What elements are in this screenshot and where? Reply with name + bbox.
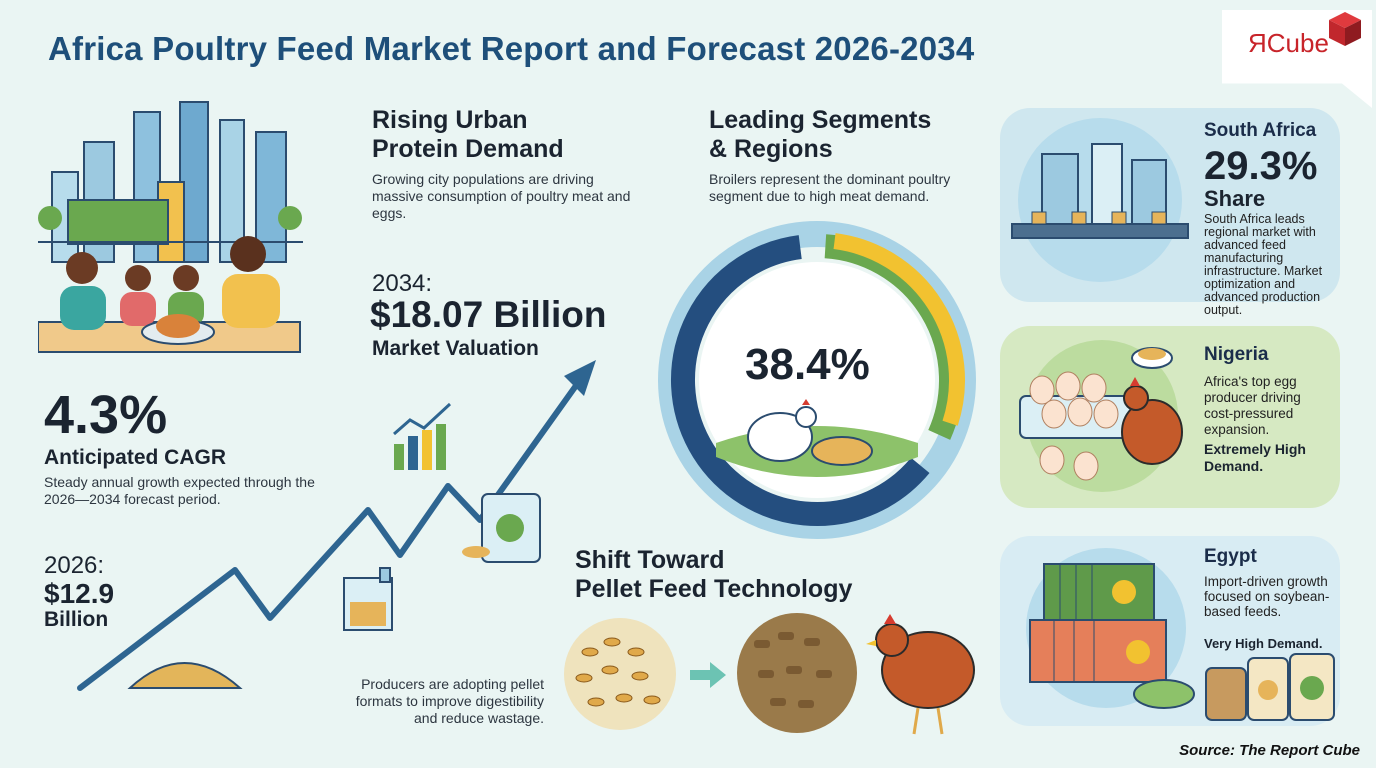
base-2026-value: $12.9: [44, 578, 115, 609]
donut-slice-navy: [671, 235, 930, 526]
urban-heading-line1: Rising Urban: [372, 106, 528, 134]
source-credit: Source: The Report Cube: [1179, 742, 1360, 759]
city-family-illustration: [38, 101, 303, 353]
transform-arrow-icon: [690, 662, 726, 688]
page-title: Africa Poultry Feed Market Report and Fo…: [48, 30, 975, 67]
cagr-body: Steady annual growth expected through th…: [44, 474, 315, 507]
segment-donut-chart: [658, 221, 976, 539]
brown-hen-icon: [866, 614, 975, 735]
eggs-and-hen-illustration: [1019, 340, 1183, 492]
donut-center-value: 38.4%: [745, 340, 870, 389]
urban-body: Growing city populations are driving mas…: [372, 171, 631, 221]
region-nigeria-emphasis: Extremely High Demand.: [1204, 441, 1306, 474]
pellet-pile-icon: [737, 613, 857, 733]
growth-trend-line: [77, 360, 596, 691]
region-egypt-emphasis: Very High Demand.: [1204, 636, 1323, 651]
region-south-africa-name: South Africa: [1204, 120, 1317, 141]
segments-heading-line2: & Regions: [709, 135, 833, 163]
arrow-head-icon: [564, 360, 596, 396]
bar-growth-icon: [393, 402, 452, 470]
feed-factory-illustration: [1011, 118, 1189, 282]
logo: ЯCube: [1248, 28, 1329, 58]
region-south-africa-value: 29.3%: [1204, 144, 1318, 188]
feed-bag-icon: [462, 493, 541, 563]
feed-pile-icon: [127, 662, 243, 689]
segments-body: Broilers represent the dominant poultry …: [709, 171, 951, 204]
urban-heading-line2: Protein Demand: [372, 135, 564, 163]
region-nigeria-body: Africa's top egg producer driving cost-p…: [1204, 374, 1301, 437]
feed-silo-icon: [343, 567, 393, 631]
cagr-label: Anticipated CAGR: [44, 446, 227, 469]
base-2026-year: 2026:: [44, 552, 105, 579]
feed-sacks-icon: [1205, 653, 1335, 721]
forecast-2034-label: Market Valuation: [372, 337, 539, 360]
segments-heading-line1: Leading Segments: [709, 106, 932, 134]
region-egypt-body: Import-driven growth focused on soybean-…: [1204, 574, 1330, 619]
pellet-heading-line1: Shift Toward: [575, 546, 725, 574]
pellet-body: Producers are adopting pellet formats to…: [355, 676, 544, 726]
region-nigeria-name: Nigeria: [1204, 344, 1269, 365]
pellet-heading-line2: Pellet Feed Technology: [575, 575, 853, 603]
feed-bowl-icon: [811, 436, 873, 466]
cagr-value: 4.3%: [44, 385, 168, 445]
donut-slice-yellow: [833, 233, 965, 426]
grain-pile-icon: [564, 618, 676, 730]
forecast-2034-value: $18.07 Billion: [370, 294, 607, 335]
hen-icon: [747, 412, 813, 462]
region-south-africa-value-label: Share: [1204, 186, 1266, 211]
forecast-2034-year: 2034:: [372, 270, 433, 297]
shipping-containers-illustration: [1026, 548, 1195, 709]
logo-cube-icon: [1329, 12, 1361, 46]
region-egypt-name: Egypt: [1204, 546, 1257, 567]
region-south-africa-body: South Africa leads regional market with …: [1204, 212, 1323, 317]
base-2026-unit: Billion: [44, 608, 109, 631]
